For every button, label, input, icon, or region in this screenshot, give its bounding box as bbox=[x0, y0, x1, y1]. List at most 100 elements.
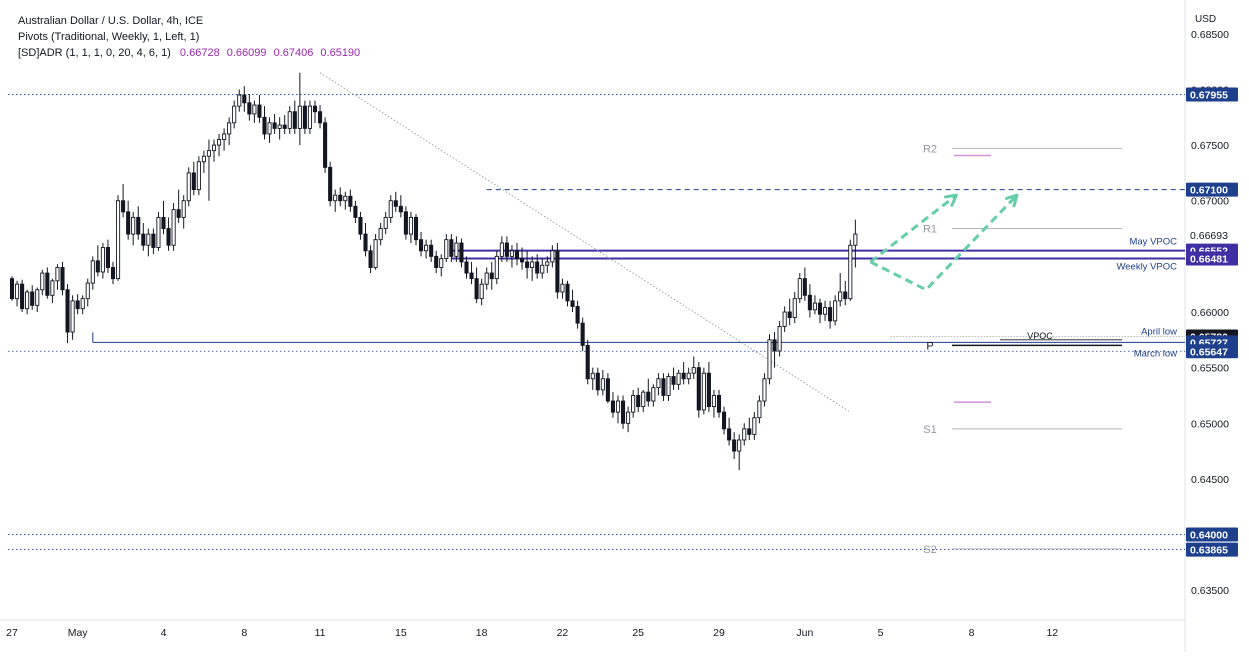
candle bbox=[474, 267, 479, 304]
candle-body bbox=[181, 200, 186, 218]
candle bbox=[782, 306, 787, 333]
candle bbox=[540, 258, 545, 279]
candle bbox=[530, 256, 535, 281]
candle bbox=[151, 228, 156, 255]
price-tag-bg bbox=[1186, 182, 1238, 197]
price-tag-label: 0.63865 bbox=[1190, 545, 1228, 557]
candle-body bbox=[671, 376, 676, 385]
price-axis-tag: 0.67100 bbox=[1186, 182, 1238, 197]
candle-body bbox=[75, 300, 80, 310]
candle bbox=[716, 389, 722, 418]
candle bbox=[105, 239, 110, 274]
candle-body bbox=[449, 239, 454, 257]
candle-body bbox=[171, 209, 176, 246]
y-tick-label: 0.68500 bbox=[1191, 29, 1229, 41]
pivot-label: P bbox=[926, 340, 933, 352]
x-tick-label: 12 bbox=[1046, 627, 1058, 639]
candle bbox=[661, 373, 666, 402]
candle-body bbox=[307, 105, 313, 129]
candle-body bbox=[383, 216, 388, 229]
candle bbox=[232, 100, 237, 129]
legend-adr-row: [SD]ADR (1, 1, 1, 0, 20, 4, 6, 1) 0.6672… bbox=[18, 45, 360, 61]
candle bbox=[14, 280, 20, 307]
candle-body bbox=[429, 244, 434, 257]
candle bbox=[520, 247, 525, 270]
candle bbox=[413, 214, 419, 246]
candle-body bbox=[509, 250, 515, 257]
candle bbox=[211, 139, 217, 162]
candle-body bbox=[312, 105, 318, 113]
candle bbox=[100, 243, 105, 279]
candle-body bbox=[580, 322, 585, 346]
forecast-arrow-path bbox=[869, 194, 1019, 292]
candle-body bbox=[499, 242, 504, 257]
candle bbox=[70, 295, 75, 340]
x-tick-label: May bbox=[68, 627, 89, 639]
x-tick-label: 5 bbox=[878, 627, 884, 639]
candle-body bbox=[146, 233, 151, 246]
candle-body bbox=[752, 417, 757, 435]
candle-body bbox=[393, 200, 398, 207]
candle-body bbox=[833, 300, 838, 322]
candle bbox=[368, 245, 373, 274]
candle-body bbox=[504, 242, 509, 257]
candle bbox=[338, 187, 343, 207]
price-tag-label: 0.65647 bbox=[1190, 346, 1228, 358]
candle bbox=[136, 206, 141, 240]
candle-body bbox=[807, 294, 812, 311]
candle bbox=[742, 423, 747, 446]
candle bbox=[216, 133, 222, 157]
candle bbox=[666, 373, 671, 402]
candle-body bbox=[424, 244, 429, 252]
candle bbox=[30, 285, 35, 310]
candle bbox=[75, 294, 80, 315]
candle bbox=[605, 373, 610, 404]
price-tag-label: 0.64000 bbox=[1190, 530, 1228, 542]
candle-body bbox=[631, 395, 636, 413]
candle bbox=[186, 167, 191, 207]
candle bbox=[757, 395, 762, 424]
vpoc-label: VPOC bbox=[1027, 331, 1053, 341]
candle bbox=[838, 273, 843, 307]
x-tick-label: 8 bbox=[969, 627, 975, 639]
candle bbox=[722, 406, 727, 435]
candle bbox=[762, 373, 767, 407]
candle bbox=[737, 434, 742, 471]
x-tick-label: 22 bbox=[557, 627, 569, 639]
x-tick-label: 29 bbox=[713, 627, 725, 639]
candle bbox=[403, 206, 408, 240]
candle bbox=[590, 367, 595, 390]
candle-body bbox=[464, 261, 469, 274]
y-tick-label: 0.64500 bbox=[1191, 474, 1229, 486]
candle-body bbox=[131, 216, 136, 235]
candle-body bbox=[621, 400, 626, 424]
candle-body bbox=[555, 250, 560, 293]
candle-body bbox=[95, 260, 100, 273]
price-axis-tag: 0.66693 bbox=[1186, 227, 1238, 242]
currency-label: USD bbox=[1195, 14, 1216, 25]
forecast-arrow-path bbox=[869, 193, 958, 264]
candle-body bbox=[216, 139, 222, 146]
candle bbox=[196, 156, 201, 196]
y-tick-label: 0.65500 bbox=[1191, 363, 1229, 375]
candle bbox=[90, 256, 95, 290]
candle-body bbox=[136, 216, 141, 235]
candle bbox=[35, 287, 40, 312]
candle-body bbox=[711, 395, 716, 408]
candle bbox=[828, 300, 833, 329]
candle-body bbox=[328, 166, 333, 202]
candle bbox=[191, 161, 196, 196]
candle bbox=[292, 100, 297, 134]
candle bbox=[484, 267, 489, 290]
candle bbox=[176, 189, 181, 223]
candle bbox=[812, 295, 817, 315]
candle bbox=[843, 280, 848, 306]
candle-body bbox=[30, 291, 35, 306]
price-tag-label: 0.67955 bbox=[1190, 89, 1228, 101]
candle-body bbox=[368, 250, 373, 268]
candle-body bbox=[838, 291, 843, 302]
candle-body bbox=[257, 104, 262, 118]
candle-body bbox=[378, 228, 383, 241]
candle-body bbox=[20, 283, 25, 310]
